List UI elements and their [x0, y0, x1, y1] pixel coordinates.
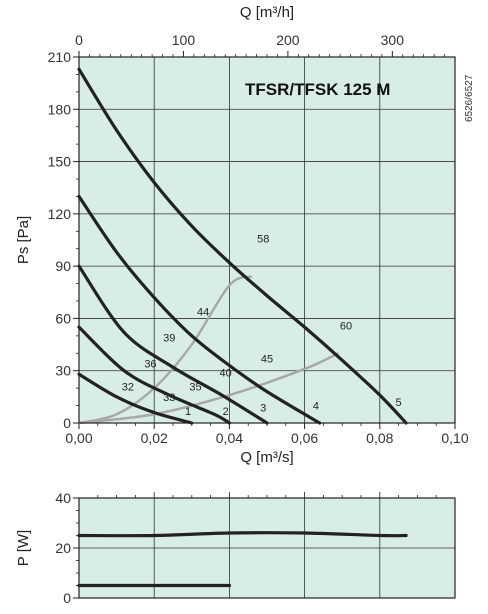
point-label: 36: [144, 359, 156, 371]
power-y-tick-label: 40: [55, 490, 71, 506]
y-tick-label: 30: [55, 363, 71, 379]
point-label: 44: [197, 306, 209, 318]
point-label: 35: [189, 381, 201, 393]
x-tick-label: 0,06: [291, 430, 318, 446]
x-tick-label: 0,04: [216, 430, 243, 446]
main-grid: [79, 57, 455, 423]
power-y-tick-label: 20: [55, 540, 71, 556]
y-tick-label: 0: [63, 415, 71, 431]
x-tick-label: 0,08: [366, 430, 393, 446]
power-grid: [79, 498, 455, 598]
power-y-axis-label: P [W]: [15, 530, 32, 566]
chart-title: TFSR/TFSK 125 M: [245, 80, 390, 99]
fan-curve-2: [77, 325, 231, 425]
y-tick-label: 120: [48, 206, 72, 222]
fan-curve-4: [77, 194, 322, 425]
x2-tick-label: 100: [172, 32, 196, 48]
fan-curve-1: [77, 372, 194, 425]
system-curves: [78, 275, 339, 425]
fan-curve-5: [77, 67, 408, 425]
point-label: 5: [396, 397, 402, 409]
y-tick-label: 180: [48, 101, 72, 117]
y-tick-label: 90: [55, 258, 71, 274]
point-label: 1: [185, 406, 191, 418]
chart-code: 6526/6527: [464, 74, 475, 122]
main-plot-frame: [78, 56, 456, 424]
x2-tick-label: 0: [75, 32, 83, 48]
point-label: 2: [223, 406, 229, 418]
fan-curve-3: [77, 264, 269, 425]
power-y-tick-label: 0: [63, 590, 71, 606]
x-tick-label: 0,00: [65, 430, 92, 446]
point-label: 4: [313, 401, 319, 413]
point-label: 32: [122, 381, 134, 393]
y-tick-label: 150: [48, 154, 72, 170]
point-label: 40: [220, 367, 232, 379]
power-plot-frame: [78, 497, 456, 599]
x2-tick-label: 200: [276, 32, 300, 48]
y-tick-label: 60: [55, 310, 71, 326]
x2-tick-label: 300: [381, 32, 405, 48]
system-curve: [78, 352, 339, 425]
y-tick-label: 210: [48, 49, 72, 65]
point-label: 39: [163, 333, 175, 345]
fan-curves: [77, 67, 408, 425]
point-label: 3: [260, 402, 266, 414]
top-axis-label: Q [m³/h]: [240, 4, 294, 21]
point-label: 45: [261, 354, 273, 366]
power-curve: [77, 531, 408, 538]
y-axis-label: Ps [Pa]: [15, 216, 32, 264]
bottom-axis-label: Q [m³/s]: [240, 449, 293, 466]
x-tick-label: 0,02: [141, 430, 168, 446]
x-tick-label: 0,10: [441, 430, 468, 446]
point-label: 33: [163, 392, 175, 404]
point-label: 58: [257, 233, 269, 245]
power-curves: [77, 531, 408, 588]
system-curve: [78, 275, 253, 425]
point-label: 60: [340, 320, 352, 332]
main-plot-area: [79, 57, 455, 423]
